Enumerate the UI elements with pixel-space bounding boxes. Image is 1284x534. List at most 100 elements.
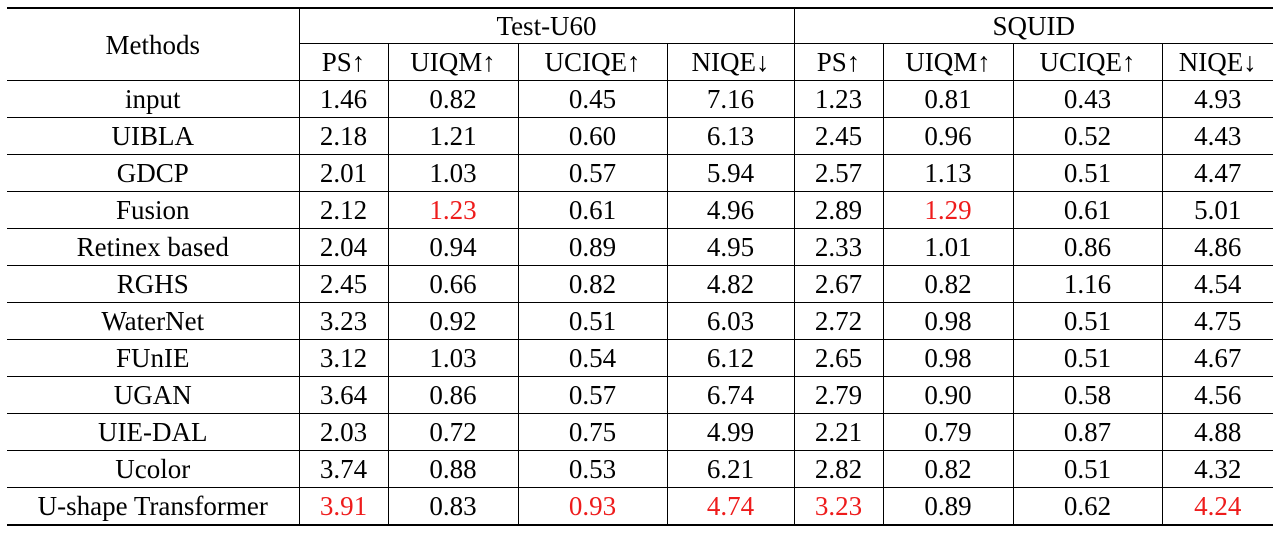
table-row: UIBLA 2.18 1.21 0.60 6.13 2.45 0.96 0.52 4.43 (7, 117, 1274, 155)
metric-value: 0.51 (1013, 450, 1163, 488)
header-group-row: Methods Test-U60 SQUID (7, 7, 1274, 81)
metric-value: 1.13 (883, 154, 1014, 192)
metric-value: 0.83 (388, 487, 519, 525)
metric-value: 0.51 (1013, 302, 1163, 340)
methods-header: Methods (7, 7, 300, 81)
metric-value: 0.43 (1013, 80, 1163, 118)
group-header-squid: SQUID (794, 7, 1274, 44)
metric-value: 2.65 (794, 339, 884, 377)
metric-value: 4.93 (1162, 80, 1274, 118)
metric-value: 0.62 (1013, 487, 1163, 525)
metric-value: 0.61 (1013, 191, 1163, 229)
metric-value: 4.47 (1162, 154, 1274, 192)
table-row: input 1.46 0.82 0.45 7.16 1.23 0.81 0.43 4.93 (7, 80, 1274, 118)
metric-value: 0.89 (518, 228, 668, 266)
metric-value: 0.92 (388, 302, 519, 340)
metric-value: 0.96 (883, 117, 1014, 155)
metric-header: UIQM↑ (883, 43, 1014, 81)
table-row: WaterNet 3.23 0.92 0.51 6.03 2.72 0.98 0.51 4.75 (7, 302, 1274, 340)
metric-value: 2.21 (794, 413, 884, 451)
metric-value: 0.45 (518, 80, 668, 118)
metric-value: 4.82 (667, 265, 795, 303)
metric-value: 5.01 (1162, 191, 1274, 229)
method-name: GDCP (7, 154, 300, 192)
metric-value: 7.16 (667, 80, 795, 118)
metric-value: 4.43 (1162, 117, 1274, 155)
metric-value: 2.45 (299, 265, 389, 303)
metric-value: 4.67 (1162, 339, 1274, 377)
table-row: UIE-DAL 2.03 0.72 0.75 4.99 2.21 0.79 0.87 4.88 (7, 413, 1274, 451)
metric-header: PS↑ (794, 43, 884, 81)
metric-value: 2.57 (794, 154, 884, 192)
table-row: Fusion 2.12 1.23 0.61 4.96 2.89 1.29 0.61 5.01 (7, 191, 1274, 229)
table-body: input 1.46 0.82 0.45 7.16 1.23 0.81 0.43 4.93 UIB… (7, 80, 1274, 525)
method-name: RGHS (7, 265, 300, 303)
metric-value: 2.01 (299, 154, 389, 192)
metric-value: 4.95 (667, 228, 795, 266)
metric-value: 1.21 (388, 117, 519, 155)
metric-value: 1.23 (388, 191, 519, 229)
metric-value: 6.12 (667, 339, 795, 377)
metric-value: 0.93 (518, 487, 668, 525)
metric-value: 2.79 (794, 376, 884, 414)
metric-value: 0.53 (518, 450, 668, 488)
metric-value: 2.82 (794, 450, 884, 488)
method-name: U-shape Transformer (7, 487, 300, 525)
metric-value: 0.72 (388, 413, 519, 451)
table-row: RGHS 2.45 0.66 0.82 4.82 2.67 0.82 1.16 4.54 (7, 265, 1274, 303)
metric-value: 0.98 (883, 302, 1014, 340)
metric-value: 3.74 (299, 450, 389, 488)
metric-value: 5.94 (667, 154, 795, 192)
metric-value: 3.64 (299, 376, 389, 414)
method-name: UGAN (7, 376, 300, 414)
metric-value: 1.03 (388, 339, 519, 377)
metric-header: UIQM↑ (388, 43, 519, 81)
metric-value: 0.86 (1013, 228, 1163, 266)
table-row: Retinex based 2.04 0.94 0.89 4.95 2.33 1.01 0.8… (7, 228, 1274, 266)
metric-header: NIQE↓ (1162, 43, 1274, 81)
metric-value: 0.86 (388, 376, 519, 414)
metric-value: 0.79 (883, 413, 1014, 451)
metric-value: 1.29 (883, 191, 1014, 229)
metric-value: 0.60 (518, 117, 668, 155)
metric-value: 2.67 (794, 265, 884, 303)
metric-value: 1.03 (388, 154, 519, 192)
metric-value: 3.91 (299, 487, 389, 525)
metric-value: 2.03 (299, 413, 389, 451)
header-metric-row: PS↑ UIQM↑ UCIQE↑ NIQE↓ PS↑ UIQM↑ UCIQE↑ … (7, 43, 1274, 81)
metric-value: 0.51 (518, 302, 668, 340)
metric-value: 0.94 (388, 228, 519, 266)
metric-value: 4.74 (667, 487, 795, 525)
metric-value: 2.33 (794, 228, 884, 266)
method-name: FUnIE (7, 339, 300, 377)
table-row: GDCP 2.01 1.03 0.57 5.94 2.57 1.13 0.51 4.47 (7, 154, 1274, 192)
metric-value: 0.87 (1013, 413, 1163, 451)
table-row: Ucolor 3.74 0.88 0.53 6.21 2.82 0.82 0.51 4.32 (7, 450, 1274, 488)
metric-value: 2.12 (299, 191, 389, 229)
metric-value: 0.82 (388, 80, 519, 118)
metric-value: 0.98 (883, 339, 1014, 377)
metric-value: 3.23 (794, 487, 884, 525)
metric-header: NIQE↓ (667, 43, 795, 81)
method-name: Retinex based (7, 228, 300, 266)
metric-value: 2.04 (299, 228, 389, 266)
metric-value: 6.74 (667, 376, 795, 414)
metric-value: 6.21 (667, 450, 795, 488)
metric-value: 0.81 (883, 80, 1014, 118)
method-name: Ucolor (7, 450, 300, 488)
metric-value: 0.88 (388, 450, 519, 488)
metric-value: 4.86 (1162, 228, 1274, 266)
metric-value: 4.75 (1162, 302, 1274, 340)
metric-value: 6.03 (667, 302, 795, 340)
metric-value: 0.57 (518, 154, 668, 192)
method-name: input (7, 80, 300, 118)
metric-value: 4.54 (1162, 265, 1274, 303)
metric-value: 4.32 (1162, 450, 1274, 488)
metric-header: UCIQE↑ (518, 43, 668, 81)
metric-value: 0.89 (883, 487, 1014, 525)
method-name: WaterNet (7, 302, 300, 340)
metric-value: 0.82 (518, 265, 668, 303)
metric-value: 4.24 (1162, 487, 1274, 525)
metric-value: 4.99 (667, 413, 795, 451)
metric-value: 0.54 (518, 339, 668, 377)
